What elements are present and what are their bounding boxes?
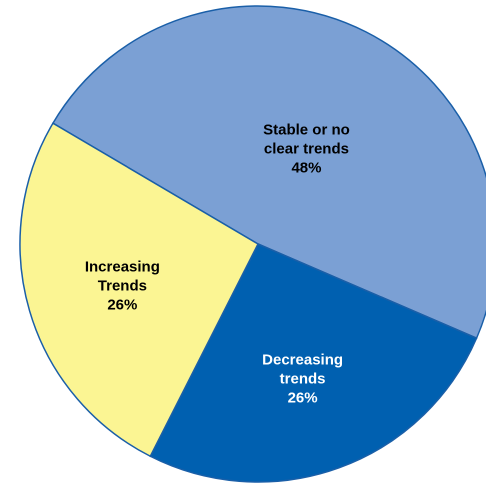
pie-slice-label-line: trends [280, 370, 326, 387]
pie-slice-label-line: clear trends [264, 140, 349, 157]
pie-slice-label-2: Decreasing trends 26% [262, 351, 343, 406]
pie-slice-label-line: Increasing [85, 258, 160, 275]
pie-slice-3 [19, 122, 259, 458]
pie-slice-label-line: Stable or no [263, 121, 350, 138]
pie-slice-1 [51, 5, 486, 340]
pie-slice-label-3: Increasing Trends 26% [85, 258, 160, 313]
pie-labels: Stable or no clear trends 48% Decreasing tre… [85, 121, 350, 406]
pie-slice-label-line: Decreasing [262, 351, 343, 368]
pie-slice-value-3: 26% [107, 296, 137, 313]
pie-slices [19, 5, 486, 483]
pie-slice-value-1: 48% [291, 159, 321, 176]
pie-slice-value-2: 26% [288, 389, 318, 406]
pie-slice-label-1: Stable or no clear trends 48% [263, 121, 350, 176]
pie-slice-label-line: Trends [98, 277, 147, 294]
pie-slice-2 [149, 243, 478, 483]
